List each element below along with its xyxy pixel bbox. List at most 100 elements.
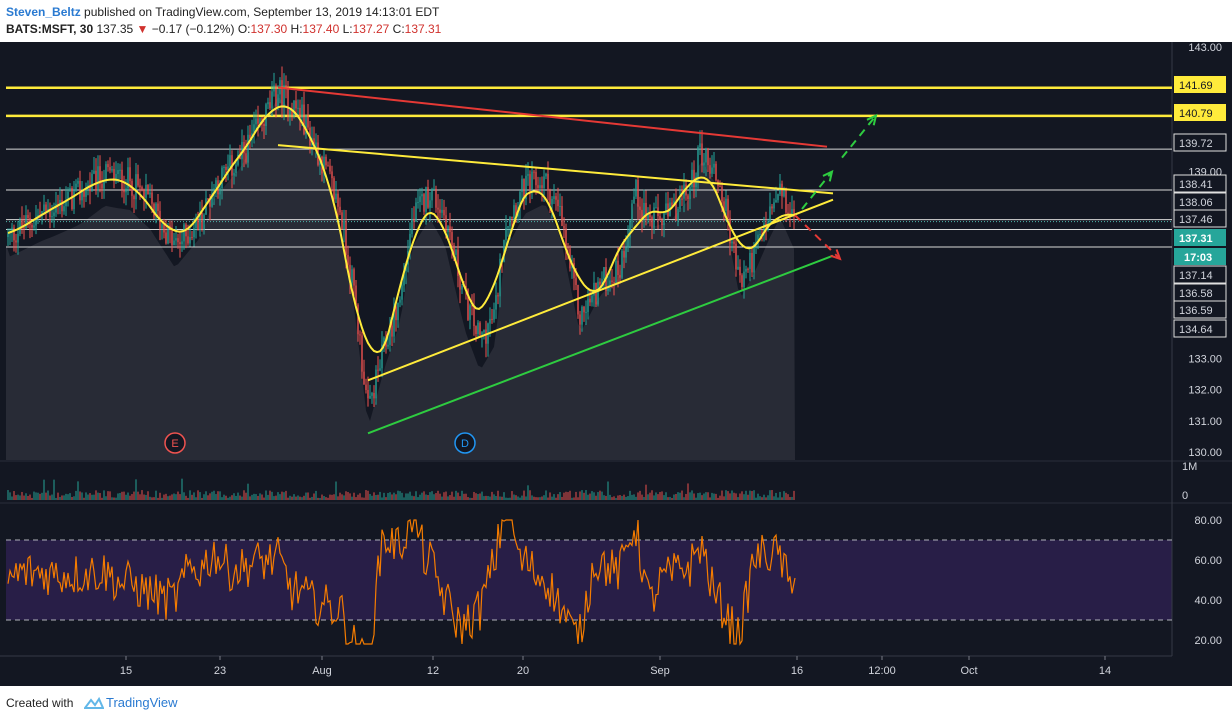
volume-bar bbox=[475, 493, 477, 500]
candle-body bbox=[23, 227, 25, 229]
candle-body bbox=[425, 187, 427, 212]
candle-body bbox=[421, 194, 423, 197]
candle-body bbox=[191, 237, 193, 239]
candle-body bbox=[511, 216, 513, 219]
candle-body bbox=[707, 148, 709, 166]
volume-bar bbox=[209, 493, 211, 500]
volume-bar bbox=[731, 490, 733, 500]
candle-body bbox=[723, 201, 725, 211]
volume-bar bbox=[311, 496, 313, 500]
volume-bar bbox=[707, 492, 709, 500]
volume-bar bbox=[169, 495, 171, 500]
candle-body bbox=[101, 183, 103, 189]
volume-bar bbox=[337, 496, 339, 500]
volume-bar bbox=[483, 496, 485, 500]
volume-bar bbox=[563, 492, 565, 500]
candle-body bbox=[441, 209, 443, 213]
candle-body bbox=[211, 193, 213, 207]
candle-body bbox=[417, 202, 419, 204]
volume-bar bbox=[305, 492, 307, 500]
candle-body bbox=[49, 208, 51, 217]
volume-bar bbox=[187, 497, 189, 500]
candle-body bbox=[161, 224, 163, 229]
volume-bar bbox=[153, 497, 155, 500]
volume-bar bbox=[135, 479, 137, 500]
candle-body bbox=[371, 393, 373, 396]
volume-bar bbox=[401, 492, 403, 500]
volume-bar bbox=[259, 493, 261, 500]
candle-body bbox=[781, 183, 783, 197]
volume-bar bbox=[545, 490, 547, 500]
x-tick-label: 15 bbox=[120, 665, 132, 677]
x-tick-label: 12 bbox=[427, 665, 439, 677]
candle-body bbox=[773, 202, 775, 209]
author-link[interactable]: Steven_Beltz bbox=[6, 5, 81, 19]
volume-bar bbox=[479, 493, 481, 500]
volume-bar bbox=[507, 497, 509, 500]
tradingview-brand[interactable]: TradingView bbox=[106, 695, 178, 710]
candle-body bbox=[67, 191, 69, 200]
chart-header: Steven_Beltz published on TradingView.co… bbox=[0, 0, 1232, 42]
candle-body bbox=[239, 154, 241, 160]
candle-body bbox=[123, 189, 125, 193]
volume-bar bbox=[173, 493, 175, 500]
candle-body bbox=[147, 184, 149, 195]
candle-body bbox=[497, 295, 499, 297]
candle-body bbox=[737, 266, 739, 270]
volume-bar bbox=[555, 497, 557, 500]
candle-body bbox=[125, 188, 127, 193]
candle-body bbox=[203, 214, 205, 230]
candle-body bbox=[91, 173, 93, 192]
candle-body bbox=[531, 171, 533, 190]
volume-bar bbox=[101, 497, 103, 500]
volume-bar bbox=[447, 496, 449, 500]
volume-bar bbox=[789, 497, 791, 500]
candle-body bbox=[291, 110, 293, 116]
candle-body bbox=[133, 195, 135, 200]
volume-bar bbox=[661, 491, 663, 500]
volume-bar bbox=[65, 493, 67, 500]
volume-bar bbox=[411, 495, 413, 500]
candle-body bbox=[409, 233, 411, 251]
candle-body bbox=[43, 204, 45, 212]
volume-bar bbox=[721, 490, 723, 500]
candle-body bbox=[491, 318, 493, 320]
volume-axis-label: 1M bbox=[1182, 461, 1197, 473]
volume-bar bbox=[159, 492, 161, 500]
volume-bar bbox=[117, 493, 119, 500]
candle-body bbox=[763, 223, 765, 235]
candle-body bbox=[377, 369, 379, 371]
trendline-yellow bbox=[277, 144, 834, 195]
candle-body bbox=[607, 286, 609, 291]
volume-bar bbox=[459, 496, 461, 500]
volume-bar bbox=[179, 494, 181, 500]
price-label: 139.72 bbox=[1179, 138, 1213, 150]
volume-bar bbox=[37, 492, 39, 500]
volume-bar bbox=[615, 497, 617, 500]
candle-body bbox=[325, 156, 327, 166]
volume-bar bbox=[597, 492, 599, 500]
candle-body bbox=[495, 295, 497, 310]
candle-body bbox=[37, 215, 39, 217]
volume-bar bbox=[349, 493, 351, 500]
volume-bar bbox=[175, 494, 177, 500]
price-label: 140.79 bbox=[1179, 108, 1213, 120]
volume-bar bbox=[161, 497, 163, 500]
volume-bar bbox=[293, 494, 295, 500]
volume-bar bbox=[749, 490, 751, 500]
candle-body bbox=[141, 187, 143, 190]
volume-bar bbox=[463, 493, 465, 500]
candle-body bbox=[655, 207, 657, 209]
candle-body bbox=[505, 227, 507, 240]
x-tick-label: 14 bbox=[1099, 665, 1111, 677]
candle-body bbox=[787, 212, 789, 215]
candle-body bbox=[41, 211, 43, 216]
volume-bar bbox=[587, 494, 589, 500]
candle-body bbox=[99, 166, 101, 184]
volume-bar bbox=[793, 490, 795, 500]
candle-body bbox=[435, 188, 437, 208]
candle-body bbox=[521, 178, 523, 193]
candle-body bbox=[285, 84, 287, 88]
candle-body bbox=[327, 165, 329, 167]
